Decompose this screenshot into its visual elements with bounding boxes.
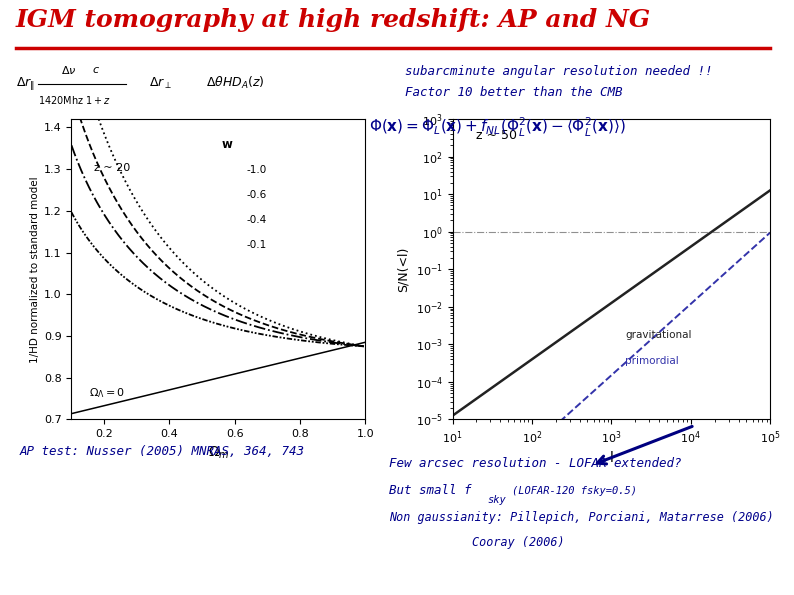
Text: gravitational: gravitational [626, 330, 692, 340]
Text: (LOFAR-120 fsky=0.5): (LOFAR-120 fsky=0.5) [512, 486, 637, 496]
Text: IGM tomography at high redshift: AP and NG: IGM tomography at high redshift: AP and … [16, 8, 651, 32]
Text: Factor 10 better than the CMB: Factor 10 better than the CMB [405, 86, 622, 99]
Text: -1.0: -1.0 [246, 165, 266, 176]
Text: But small f: But small f [389, 484, 472, 497]
Y-axis label: S/N(<l): S/N(<l) [397, 246, 410, 292]
Text: w: w [222, 138, 233, 151]
Text: $\Delta\theta H D_A(z)$: $\Delta\theta H D_A(z)$ [206, 75, 265, 92]
Y-axis label: 1/HD normalized to standard model: 1/HD normalized to standard model [30, 176, 40, 362]
Text: Few arcsec resolution - LOFAR extended?: Few arcsec resolution - LOFAR extended? [389, 457, 681, 470]
Text: primordial: primordial [626, 356, 679, 366]
Text: $1420\mathrm{Mhz}\;1+z$: $1420\mathrm{Mhz}\;1+z$ [38, 94, 111, 106]
Text: Non gaussianity: Pillepich, Porciani, Matarrese (2006): Non gaussianity: Pillepich, Porciani, Ma… [389, 511, 774, 524]
Text: sky: sky [488, 495, 507, 505]
Text: $\Phi(\mathbf{x})= \Phi_L(\mathbf{x}) + f_{NL}(\Phi_L^2(\mathbf{x}) - \langle\Ph: $\Phi(\mathbf{x})= \Phi_L(\mathbf{x}) + … [369, 116, 626, 139]
Text: $c$: $c$ [92, 65, 100, 75]
Text: $\Delta r_{\perp}$: $\Delta r_{\perp}$ [149, 76, 172, 91]
Text: $\Delta r_{\|}$: $\Delta r_{\|}$ [16, 75, 34, 92]
X-axis label: $\Omega_m$: $\Omega_m$ [207, 444, 229, 461]
Text: -0.1: -0.1 [246, 240, 266, 250]
Text: $\Delta\nu$: $\Delta\nu$ [61, 64, 77, 76]
Text: Cooray (2006): Cooray (2006) [472, 536, 565, 549]
Text: AP test: Nusser (2005) MNRAS, 364, 743: AP test: Nusser (2005) MNRAS, 364, 743 [20, 445, 305, 458]
Text: z ~ 20: z ~ 20 [94, 163, 130, 173]
X-axis label: l: l [610, 452, 613, 465]
Text: -0.6: -0.6 [246, 190, 266, 201]
Text: -0.4: -0.4 [246, 215, 266, 226]
Text: $\Omega_\Lambda=0$: $\Omega_\Lambda=0$ [90, 387, 125, 400]
Text: z ~ 50: z ~ 50 [476, 129, 518, 142]
Text: subarcminute angular resolution needed !!: subarcminute angular resolution needed !… [405, 65, 712, 79]
